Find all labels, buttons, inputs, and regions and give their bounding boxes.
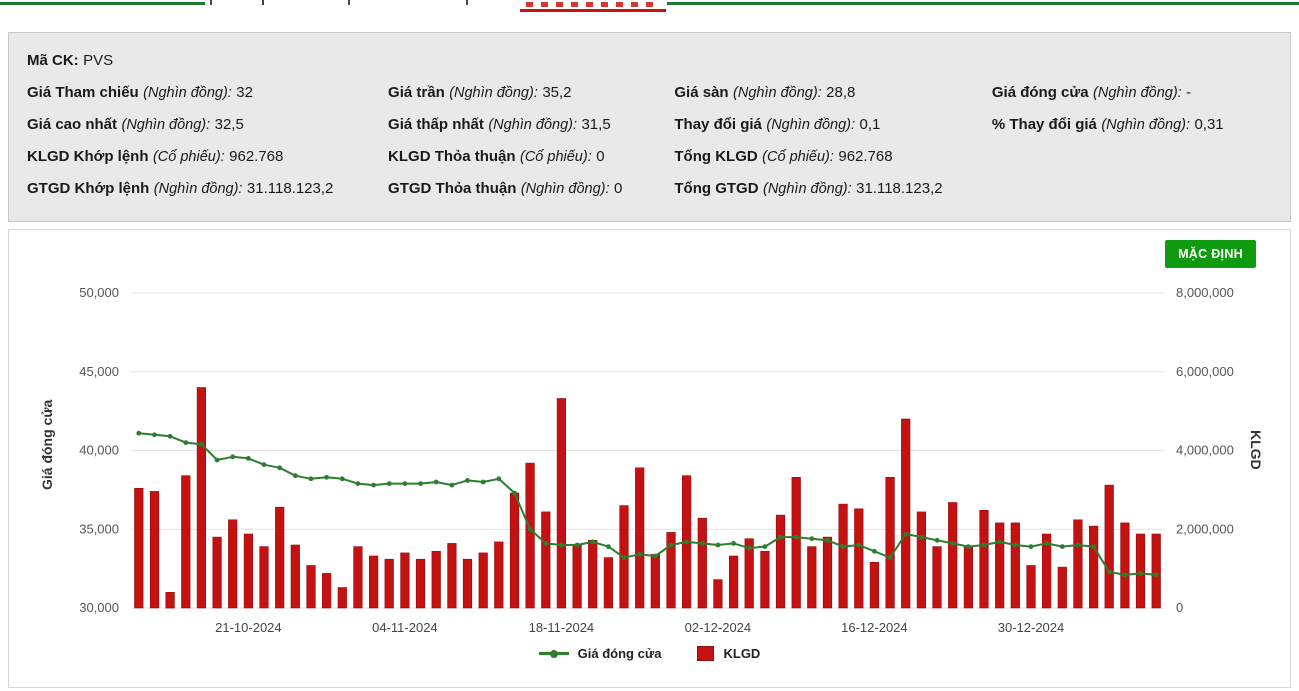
bar-series-marker	[697, 646, 715, 661]
field-value: 31.118.123,2	[246, 180, 334, 197]
info-cell-klgd-khop-lenh: KLGD Khớp lệnh (Cổ phiếu): 962.768	[27, 145, 388, 169]
field-value: 32,5	[214, 116, 244, 133]
info-cell-klgd-thoa-thuan: KLGD Thỏa thuận (Cổ phiếu): 0	[388, 145, 674, 169]
field-value: 0,1	[859, 116, 881, 133]
field-label: Tổng KLGD	[674, 148, 758, 165]
svg-text:16-12-2024: 16-12-2024	[841, 620, 908, 635]
field-value: 32	[236, 84, 253, 101]
legend-label: KLGD	[723, 646, 761, 661]
info-cell-gia-tran: Giá trần (Nghìn đồng): 35,2	[388, 81, 674, 105]
nav-text-fragment	[348, 0, 350, 5]
info-cell-tong-gtgd: Tổng GTGD (Nghìn đồng): 31.118.123,2	[674, 177, 991, 201]
field-value: 962.768	[838, 148, 893, 165]
active-nav-text-fragment	[526, 2, 658, 7]
info-cell-tong-klgd: Tổng KLGD (Cổ phiếu): 962.768	[674, 145, 991, 169]
svg-text:45,000: 45,000	[79, 364, 119, 379]
default-view-button[interactable]: MẶC ĐỊNH	[1165, 240, 1256, 268]
field-value: 0	[613, 180, 623, 197]
field-value: 0	[596, 148, 605, 165]
svg-text:35,000: 35,000	[79, 521, 119, 536]
field-label: KLGD Khớp lệnh	[27, 148, 149, 165]
legend-label: Giá đóng cửa	[577, 646, 662, 661]
field-unit: (Cổ phiếu):	[152, 149, 225, 165]
field-value: 31.118.123,2	[856, 180, 943, 197]
active-nav-underline[interactable]	[520, 9, 666, 12]
nav-green-rule-right	[667, 2, 1299, 5]
line-series-marker	[538, 650, 569, 658]
svg-text:02-12-2024: 02-12-2024	[685, 620, 752, 635]
field-unit: (Cổ phiếu):	[520, 149, 592, 165]
svg-text:6,000,000: 6,000,000	[1176, 364, 1234, 379]
field-value: 962.768	[229, 148, 284, 165]
info-cell-gia-cao-nhat: Giá cao nhất (Nghìn đồng): 32,5	[27, 113, 388, 137]
field-unit: (Nghìn đồng):	[1093, 85, 1182, 101]
info-cell-gia-tham-chieu: Giá Tham chiếu (Nghìn đồng): 32	[27, 81, 388, 105]
field-label: Tổng GTGD	[674, 180, 759, 197]
info-cell-gtgd-thoa-thuan: GTGD Thỏa thuận (Nghìn đồng): 0	[388, 177, 674, 201]
legend-item-close-price[interactable]: Giá đóng cửa	[538, 646, 662, 661]
field-value: 0,31	[1194, 116, 1224, 133]
field-value: 31,5	[581, 116, 611, 133]
field-unit: (Nghìn đồng):	[766, 117, 856, 133]
field-value: 35,2	[542, 84, 572, 101]
info-cell-gia-san: Giá sàn (Nghìn đồng): 28,8	[674, 81, 991, 105]
field-label: Giá Tham chiếu	[27, 84, 139, 101]
svg-text:40,000: 40,000	[79, 443, 119, 458]
svg-text:30,000: 30,000	[79, 600, 119, 615]
svg-text:4,000,000: 4,000,000	[1176, 443, 1234, 458]
field-label: Giá sàn	[674, 84, 729, 101]
field-value: -	[1186, 84, 1192, 101]
field-label: Giá thấp nhất	[388, 116, 484, 133]
chart-legend: Giá đóng cửa KLGD	[9, 646, 1290, 661]
right-axis-title: KLGD	[1248, 430, 1264, 470]
stock-info-panel: Mã CK: PVS Giá Tham chiếu (Nghìn đồng): …	[8, 32, 1291, 222]
nav-text-fragment	[466, 0, 468, 5]
info-cell-gia-dong-cua: Giá đóng cửa (Nghìn đồng): -	[992, 81, 1272, 105]
field-unit: (Nghìn đồng):	[143, 85, 232, 101]
field-unit: (Nghìn đồng):	[121, 117, 211, 133]
field-label: Giá trần	[388, 84, 445, 101]
field-label: Mã CK:	[27, 52, 79, 69]
field-label: Giá cao nhất	[27, 116, 118, 133]
field-unit: (Nghìn đồng):	[1101, 117, 1190, 133]
field-label: KLGD Thỏa thuận	[388, 148, 516, 165]
field-unit: (Cổ phiếu):	[762, 149, 834, 165]
svg-text:0: 0	[1176, 600, 1183, 615]
field-unit: (Nghìn đồng):	[520, 181, 610, 197]
svg-text:50,000: 50,000	[79, 285, 119, 300]
svg-text:8,000,000: 8,000,000	[1176, 285, 1234, 300]
info-cell-thay-doi-gia: Thay đổi giá (Nghìn đồng): 0,1	[674, 113, 991, 137]
info-cell-gia-thap-nhat: Giá thấp nhất (Nghìn đồng): 31,5	[388, 113, 674, 137]
nav-text-fragment	[210, 0, 212, 5]
chart-canvas[interactable]: 50,000 8,000,000 45,000 6,000,000 40,000 4,00…	[9, 270, 1290, 642]
field-label: % Thay đổi giá	[991, 116, 1097, 133]
svg-text:30-12-2024: 30-12-2024	[998, 620, 1065, 635]
field-label: GTGD Khớp lệnh	[27, 180, 150, 197]
price-volume-chart-panel: MẶC ĐỊNH Giá đóng cửa KLGD 50,000 8,000,0…	[8, 229, 1291, 688]
info-cell-gtgd-khop-lenh: GTGD Khớp lệnh (Nghìn đồng): 31.118.123,…	[27, 177, 388, 201]
top-nav-strip	[0, 0, 1299, 14]
svg-text:18-11-2024: 18-11-2024	[529, 620, 595, 635]
nav-green-rule-left	[0, 2, 205, 5]
stock-code-value: PVS	[83, 52, 114, 69]
field-unit: (Nghìn đồng):	[733, 85, 822, 101]
nav-text-fragment	[262, 0, 264, 5]
info-cell-ma-ck: Mã CK: PVS	[27, 49, 388, 73]
field-unit: (Nghìn đồng):	[488, 117, 578, 133]
legend-item-volume[interactable]: KLGD	[697, 646, 760, 661]
field-label: GTGD Thỏa thuận	[388, 180, 517, 197]
line-series-dot	[549, 650, 558, 658]
svg-text:04-11-2024: 04-11-2024	[372, 620, 438, 635]
svg-text:2,000,000: 2,000,000	[1176, 521, 1234, 536]
field-unit: (Nghìn đồng):	[449, 85, 538, 101]
field-label: Thay đổi giá	[674, 116, 762, 133]
field-value: 28,8	[826, 84, 856, 101]
svg-text:21-10-2024: 21-10-2024	[215, 620, 282, 635]
field-unit: (Nghìn đồng):	[153, 181, 243, 197]
field-unit: (Nghìn đồng):	[763, 181, 852, 197]
field-label: Giá đóng cửa	[991, 84, 1089, 101]
info-cell-pct-thay-doi-gia: % Thay đổi giá (Nghìn đồng): 0,31	[992, 113, 1272, 137]
